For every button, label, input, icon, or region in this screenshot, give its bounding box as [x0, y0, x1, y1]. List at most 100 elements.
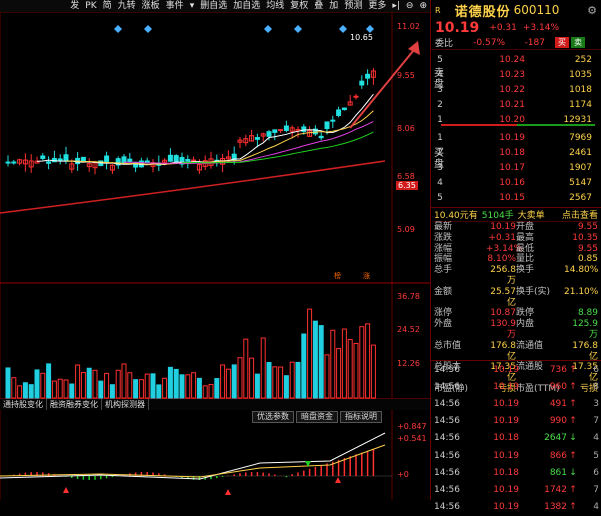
trade-price: 10.19 [493, 416, 519, 427]
trade-count: 8 [593, 381, 599, 392]
stat-value: 25.57亿 [490, 286, 516, 308]
big-order-type: 大卖单 [517, 211, 545, 221]
trade-time: 14:56 [434, 502, 460, 513]
ask-row[interactable]: 5 10.24 252 [431, 52, 601, 67]
volume-bar [46, 363, 52, 399]
toolbar-item[interactable]: ⊕ [419, 0, 427, 11]
ask-row[interactable]: 2 10.21 1174 [431, 97, 601, 112]
volume-bar [208, 383, 214, 399]
toolbar-item[interactable]: 均线 [266, 0, 285, 11]
toolbar-item[interactable]: 简 [102, 0, 112, 11]
bid-row[interactable]: 2 10.18 2461 [431, 145, 601, 160]
ask-price: 10.20 [499, 114, 525, 125]
volume-bar [121, 363, 127, 399]
stat-label: 流通股 [516, 362, 544, 373]
macd-dea-line [0, 444, 386, 478]
toolbar-item[interactable]: 删自选 [200, 0, 228, 11]
price-axis-2: 9.55 [397, 71, 415, 80]
candle-body [144, 160, 150, 163]
trade-row: 14:56 10.19 990 ↑ 7 [431, 413, 601, 430]
volume-bar [92, 369, 98, 399]
bid-qty: 5147 [569, 177, 592, 188]
candle-body [5, 161, 11, 164]
trade-qty: 491 [549, 398, 567, 409]
ask-row[interactable]: 1 10.20 12931 [431, 112, 601, 127]
ask-level: 3 [437, 84, 443, 95]
toolbar-item[interactable]: 加自选 [233, 0, 261, 11]
quote-panel: R 诺德股份 600110 ⚙ 10.19 +0.31 +3.14% 委比 -0… [430, 0, 601, 512]
volume-bar [336, 348, 342, 399]
volume-bar [11, 377, 17, 399]
book-divider-red [441, 124, 591, 126]
toolbar-item[interactable]: 预测 [344, 0, 363, 11]
toolbar-item[interactable]: 加 [329, 0, 339, 11]
toolbar-item[interactable]: PK [85, 0, 97, 11]
volume-bar [370, 344, 376, 399]
toolbar-item[interactable]: ▸| [392, 0, 400, 11]
volume-axis-top: 36.78 [397, 292, 420, 301]
view-details-link[interactable]: 点击查看 [561, 211, 598, 221]
candle-body [63, 154, 69, 162]
tab-optimal-params[interactable]: 优选参数 [252, 411, 294, 423]
volume-bar [341, 328, 347, 399]
tab-shareholding-change[interactable]: 通持股变化 [0, 399, 47, 410]
ask-row[interactable]: 3 10.22 1018 [431, 82, 601, 97]
toolbar-item[interactable]: ▾ [189, 0, 195, 11]
stat-label: 换手(实) [516, 286, 551, 297]
tab-indicator-help[interactable]: 指标说明 [340, 411, 382, 423]
stat-value: 130.9万 [490, 319, 516, 340]
ask-level: 1 [437, 114, 443, 125]
ask-row[interactable]: 4 10.23 1035 [431, 67, 601, 82]
price-axis-5: 5.09 [397, 225, 415, 234]
price-axis-top: 11.02 [397, 22, 420, 31]
volume-bar [133, 379, 139, 399]
volume-bar [307, 308, 313, 399]
candle-body [330, 119, 336, 122]
stat-value: 8.89 [577, 308, 598, 319]
stat-label: 开盘 [516, 222, 535, 232]
toolbar-item[interactable]: 更多 [368, 0, 387, 11]
toolbar-item[interactable]: 九转 [117, 0, 136, 11]
candle-body [318, 135, 324, 139]
volume-bar [167, 366, 173, 399]
trade-row: 14:56 10.19 1742 ↑ 7 [431, 481, 601, 498]
candle-body [249, 135, 255, 142]
tab-margin-trading[interactable]: 融资融券变化 [47, 399, 102, 410]
tab-institution-detector[interactable]: 机构探测器 [102, 399, 149, 410]
stat-value: 0.85 [577, 254, 598, 265]
trade-price: 10.18 [493, 467, 519, 478]
buy-button[interactable]: 买 [555, 37, 569, 48]
bid-row[interactable]: 5 10.15 2567 [431, 190, 601, 205]
toolbar-item[interactable]: 复权 [290, 0, 309, 11]
trade-row: 14:56 10.19 491 ↑ 3 [431, 395, 601, 412]
bid-row[interactable]: 4 10.16 5147 [431, 175, 601, 190]
stat-value: 14.80% [564, 265, 599, 276]
event-diamond-icon [294, 25, 302, 33]
trade-price: 10.19 [493, 484, 519, 495]
kline-chart[interactable] [0, 13, 430, 500]
candle-body [196, 163, 202, 171]
bid-row[interactable]: 3 10.17 1907 [431, 160, 601, 175]
bid-price: 10.19 [499, 132, 525, 143]
trade-count: 5 [593, 450, 599, 461]
toolbar-item[interactable]: 发 [70, 0, 80, 11]
toolbar-item[interactable]: 叠 [314, 0, 324, 11]
price-change: +0.31 [489, 23, 517, 33]
gear-icon[interactable]: ⚙ [587, 3, 597, 17]
volume-bar [156, 384, 162, 399]
bid-qty: 2567 [569, 192, 592, 203]
toolbar-item[interactable]: 涨板 [141, 0, 160, 11]
volume-bar [86, 367, 92, 399]
volume-bar [312, 320, 318, 399]
toolbar-item[interactable]: ⊖ [405, 0, 414, 11]
volume-bar [150, 373, 156, 399]
tab-dark-pool-funds[interactable]: 暗盘资金 [296, 411, 338, 423]
stat-value: 10.87 [490, 308, 516, 319]
bid-row[interactable]: 1 10.19 7969 [431, 130, 601, 145]
marker-zhang: 涨 [363, 272, 370, 280]
sell-button[interactable]: 卖 [571, 37, 585, 48]
toolbar-item[interactable]: 事件 [165, 0, 184, 11]
trade-qty: 866 [549, 450, 567, 461]
volume-bar [278, 366, 284, 399]
candle-body [365, 73, 371, 79]
